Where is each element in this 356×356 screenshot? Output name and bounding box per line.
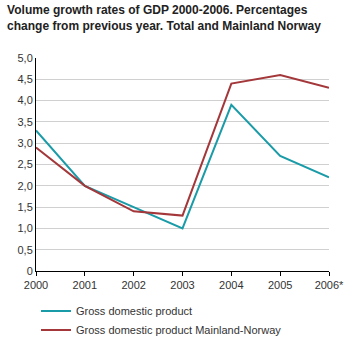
svg-text:2001: 2001	[73, 279, 97, 291]
svg-text:2002: 2002	[121, 279, 145, 291]
svg-text:2,0: 2,0	[18, 180, 33, 192]
svg-text:0: 0	[27, 265, 33, 277]
svg-text:2006*: 2006*	[315, 279, 344, 291]
svg-text:1,0: 1,0	[18, 222, 33, 234]
svg-text:2004: 2004	[219, 279, 243, 291]
svg-text:Gross domestic product Mainlan: Gross domestic product Mainland-Norway	[76, 324, 281, 336]
svg-text:2,5: 2,5	[18, 158, 33, 170]
svg-text:1,5: 1,5	[18, 201, 33, 213]
svg-text:Gross domestic product: Gross domestic product	[76, 305, 192, 317]
svg-text:5,0: 5,0	[18, 52, 33, 64]
svg-text:2000: 2000	[24, 279, 48, 291]
svg-text:0,5: 0,5	[18, 244, 33, 256]
svg-text:2005: 2005	[268, 279, 292, 291]
svg-text:4,5: 4,5	[18, 73, 33, 85]
svg-text:2003: 2003	[170, 279, 194, 291]
svg-text:Volume growth rates of GDP 200: Volume growth rates of GDP 2000-2006. Pe…	[7, 3, 321, 33]
svg-text:3,0: 3,0	[18, 137, 33, 149]
svg-text:4,0: 4,0	[18, 94, 33, 106]
svg-text:3,5: 3,5	[18, 116, 33, 128]
